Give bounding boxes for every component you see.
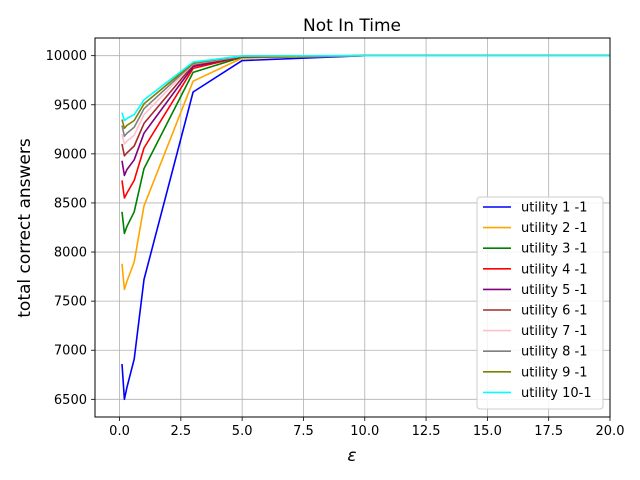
x-tick-label: 5.0 xyxy=(232,424,253,439)
chart-title: Not In Time xyxy=(303,16,401,36)
legend-box xyxy=(476,196,604,410)
x-tick-label: 0.0 xyxy=(109,424,130,439)
y-axis-label: total correct answers xyxy=(15,138,35,318)
x-tick-label: 20.0 xyxy=(596,424,625,439)
x-axis-label: ε xyxy=(347,446,356,466)
series-line-10 xyxy=(121,54,610,122)
axis-ticks: 0.0 2.5 5.0 7.5 10.0 12.5 15.0 17.5 20.0 6500 7000… xyxy=(46,49,625,439)
x-tick-label: 7.5 xyxy=(293,424,314,439)
legend-label: utility 4 -1 xyxy=(521,262,587,277)
legend-label: utility 8 -1 xyxy=(521,345,587,360)
y-tick-label: 10000 xyxy=(46,49,87,64)
legend-label: utility 2 -1 xyxy=(521,221,587,236)
x-tick-label: 2.5 xyxy=(170,424,191,439)
y-tick-label: 7500 xyxy=(54,295,87,310)
legend-label: utility 9 -1 xyxy=(521,365,587,380)
legend: utility 1 -1 utility 2 -1 utility 3 -1 util… xyxy=(476,196,604,410)
legend-label: utility 1 -1 xyxy=(521,201,587,216)
series-line-1 xyxy=(121,54,610,401)
y-tick-label: 6500 xyxy=(54,393,87,408)
legend-label: utility 5 -1 xyxy=(521,283,587,298)
x-tick-label: 17.5 xyxy=(534,424,563,439)
legend-label: utility 3 -1 xyxy=(521,242,587,257)
y-tick-label: 9000 xyxy=(54,147,87,162)
y-tick-label: 7000 xyxy=(54,344,87,359)
x-tick-label: 10.0 xyxy=(350,424,379,439)
y-tick-label: 8500 xyxy=(54,196,87,211)
plot-area xyxy=(121,54,610,401)
y-tick-label: 9500 xyxy=(54,98,87,113)
x-tick-label: 12.5 xyxy=(412,424,441,439)
y-tick-label: 8000 xyxy=(54,246,87,261)
x-tick-label: 15.0 xyxy=(473,424,502,439)
legend-label: utility 10-1 xyxy=(521,386,592,401)
plot-frame xyxy=(94,37,611,418)
legend-label: utility 6 -1 xyxy=(521,304,587,319)
legend-label: utility 7 -1 xyxy=(521,324,587,339)
